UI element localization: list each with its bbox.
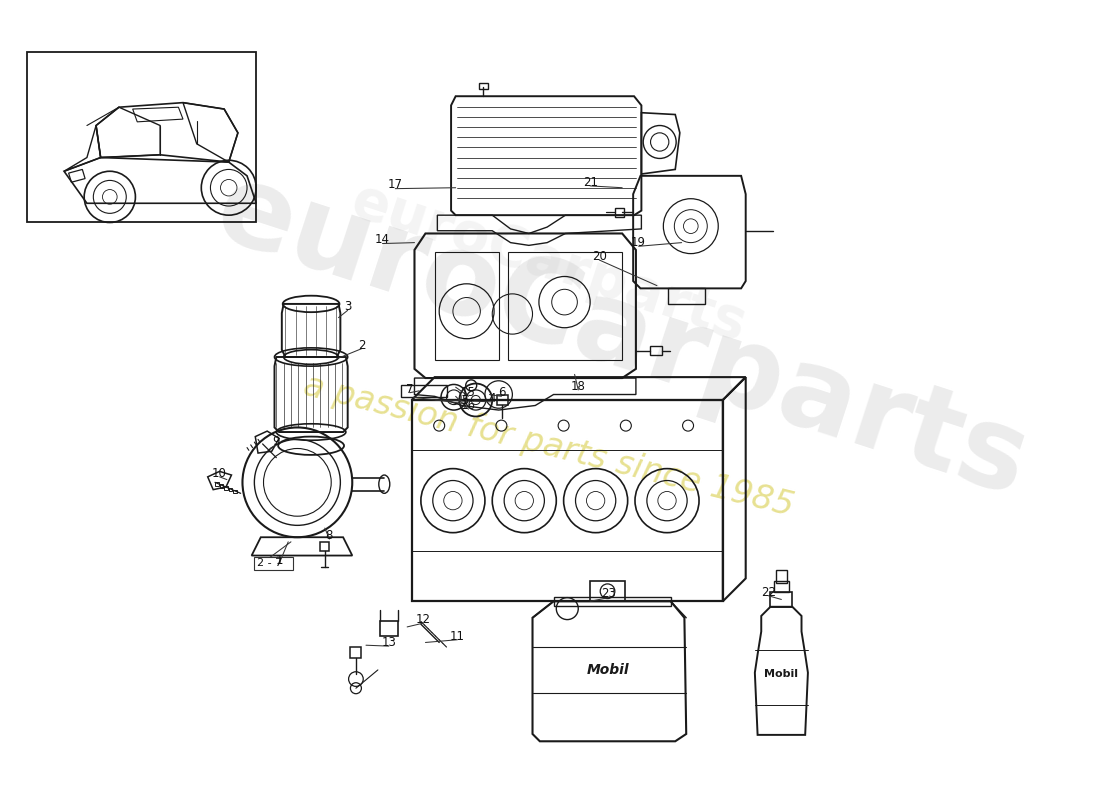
Text: 16: 16	[461, 399, 476, 412]
Bar	[776, 570, 786, 583]
Text: 2 - 7: 2 - 7	[257, 558, 283, 568]
Text: 9: 9	[273, 434, 280, 448]
Text: 18: 18	[571, 380, 585, 393]
Text: a passion for parts since 1985: a passion for parts since 1985	[300, 369, 798, 522]
Text: 23: 23	[601, 587, 616, 601]
Text: 5: 5	[461, 394, 469, 406]
Text: 19: 19	[631, 236, 646, 249]
Text: 14: 14	[375, 234, 390, 246]
Text: 7: 7	[406, 382, 414, 395]
Text: 8: 8	[326, 529, 333, 542]
Text: euroCarparts: euroCarparts	[202, 152, 1042, 519]
Text: 20: 20	[592, 250, 607, 263]
Text: 1: 1	[275, 554, 283, 566]
Text: 11: 11	[450, 630, 465, 642]
Text: Mobil: Mobil	[764, 670, 799, 679]
Text: 6: 6	[497, 386, 505, 399]
Text: Mobil: Mobil	[586, 663, 629, 677]
Bar	[28, 52, 256, 222]
Text: 13: 13	[382, 636, 396, 649]
Text: 3: 3	[344, 300, 351, 313]
Text: euroCarparts: euroCarparts	[344, 174, 754, 352]
Text: 15: 15	[461, 386, 476, 399]
Bar	[254, 558, 293, 570]
Text: 12: 12	[415, 613, 430, 626]
Text: 21: 21	[583, 176, 597, 189]
Text: 2: 2	[358, 338, 365, 352]
Text: 10: 10	[212, 466, 227, 480]
Text: 22: 22	[761, 586, 777, 598]
Text: 4: 4	[488, 392, 496, 405]
Bar	[591, 581, 625, 602]
Text: 17: 17	[388, 178, 403, 191]
